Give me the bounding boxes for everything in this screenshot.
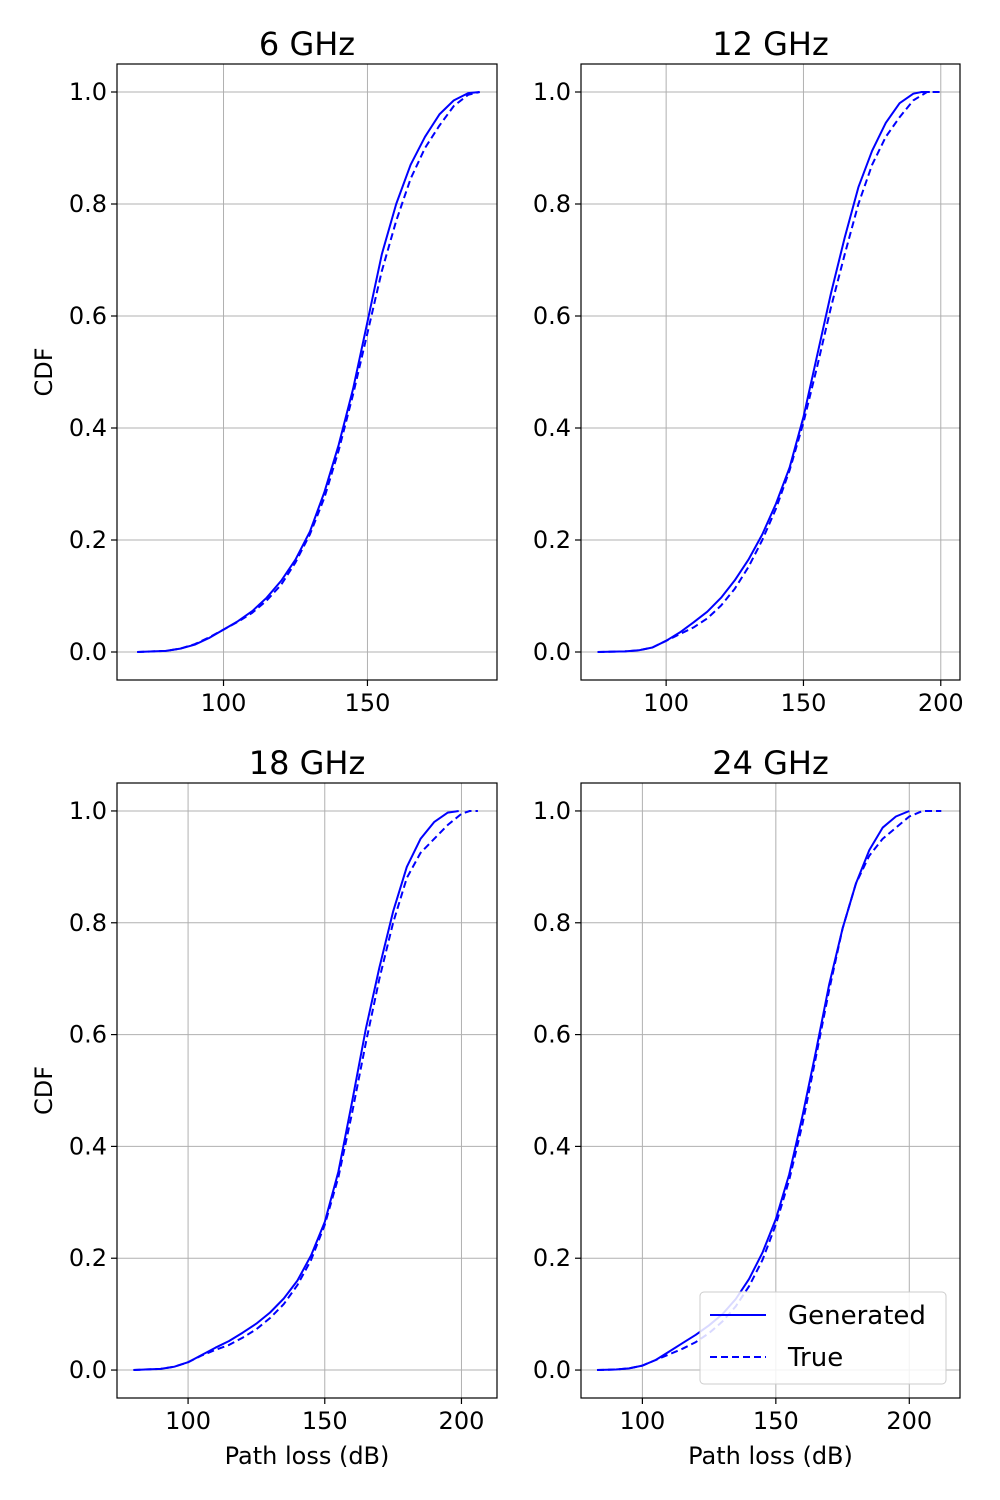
series-line-true [133, 810, 478, 1371]
x-axis-label: Path loss (dB) [225, 1442, 390, 1470]
y-tick-label: 0.2 [69, 526, 107, 554]
y-tick-label: 0.8 [533, 909, 571, 937]
plot-frame [580, 63, 961, 681]
x-axis-label: Path loss (dB) [688, 1442, 853, 1470]
y-tick-label: 0.2 [533, 1244, 571, 1272]
chart-panel-4: 100 150 200 0.0 0.2 0.4 0.6 0.8 1.0 24 GHz Path lo… [533, 744, 961, 1470]
y-tick-label: 0.0 [533, 1356, 571, 1384]
y-tick-label: 0.0 [533, 638, 571, 666]
chart-panel-2: 100 150 200 0.0 0.2 0.4 0.6 0.8 1.0 12 GHz [533, 25, 964, 717]
y-tick-label: 1.0 [533, 78, 571, 106]
y-tick-label: 0.8 [69, 190, 107, 218]
x-tick-label: 100 [643, 689, 689, 717]
y-tick-label: 1.0 [69, 797, 107, 825]
chart-title: 24 GHz [712, 744, 829, 782]
x-tick-label: 200 [918, 689, 964, 717]
y-tick-label: 0.2 [533, 526, 571, 554]
chart-panel-3: 100 150 200 0.0 0.2 0.4 0.6 0.8 1.0 18 GHz Path lo… [30, 744, 498, 1470]
legend-label-generated: Generated [788, 1301, 926, 1331]
y-tick-label: 0.0 [69, 638, 107, 666]
x-tick-label: 100 [201, 689, 247, 717]
legend-label-true: True [787, 1343, 843, 1373]
chart-title: 18 GHz [249, 744, 366, 782]
series-line-generated [137, 91, 480, 653]
chart-panel-1: 100 150 0.0 0.2 0.4 0.6 0.8 1.0 6 GHz CDF [30, 25, 498, 717]
x-tick-label: 200 [886, 1407, 932, 1435]
x-tick-label: 100 [619, 1407, 665, 1435]
y-tick-label: 0.6 [69, 1021, 107, 1049]
y-tick-label: 0.4 [533, 1132, 571, 1160]
y-tick-label: 0.0 [69, 1356, 107, 1384]
y-tick-label: 0.8 [533, 190, 571, 218]
y-tick-label: 0.4 [69, 414, 107, 442]
series-line-generated [597, 91, 930, 653]
series-line-true [137, 91, 480, 653]
x-tick-label: 150 [302, 1407, 348, 1435]
x-tick-label: 150 [781, 689, 827, 717]
plot-frame [116, 63, 498, 681]
y-tick-label: 0.2 [69, 1244, 107, 1272]
y-tick-label: 0.4 [69, 1132, 107, 1160]
series-line-true [597, 91, 941, 653]
x-tick-label: 150 [345, 689, 391, 717]
x-tick-label: 200 [439, 1407, 485, 1435]
series-line-generated [596, 810, 910, 1371]
y-tick-label: 0.8 [69, 909, 107, 937]
y-tick-label: 1.0 [533, 797, 571, 825]
y-axis-label: CDF [30, 1066, 58, 1115]
y-tick-label: 1.0 [69, 78, 107, 106]
y-axis-label: CDF [30, 347, 58, 396]
y-tick-label: 0.6 [533, 1021, 571, 1049]
series-line-true [596, 810, 942, 1371]
chart-title: 6 GHz [259, 25, 355, 63]
y-tick-label: 0.6 [69, 302, 107, 330]
x-tick-label: 150 [753, 1407, 799, 1435]
chart-title: 12 GHz [712, 25, 829, 63]
x-tick-label: 100 [165, 1407, 211, 1435]
legend: Generated True [699, 1291, 947, 1385]
plot-frame [580, 782, 961, 1399]
y-tick-label: 0.6 [533, 302, 571, 330]
y-tick-label: 0.4 [533, 414, 571, 442]
plot-frame [116, 782, 498, 1399]
